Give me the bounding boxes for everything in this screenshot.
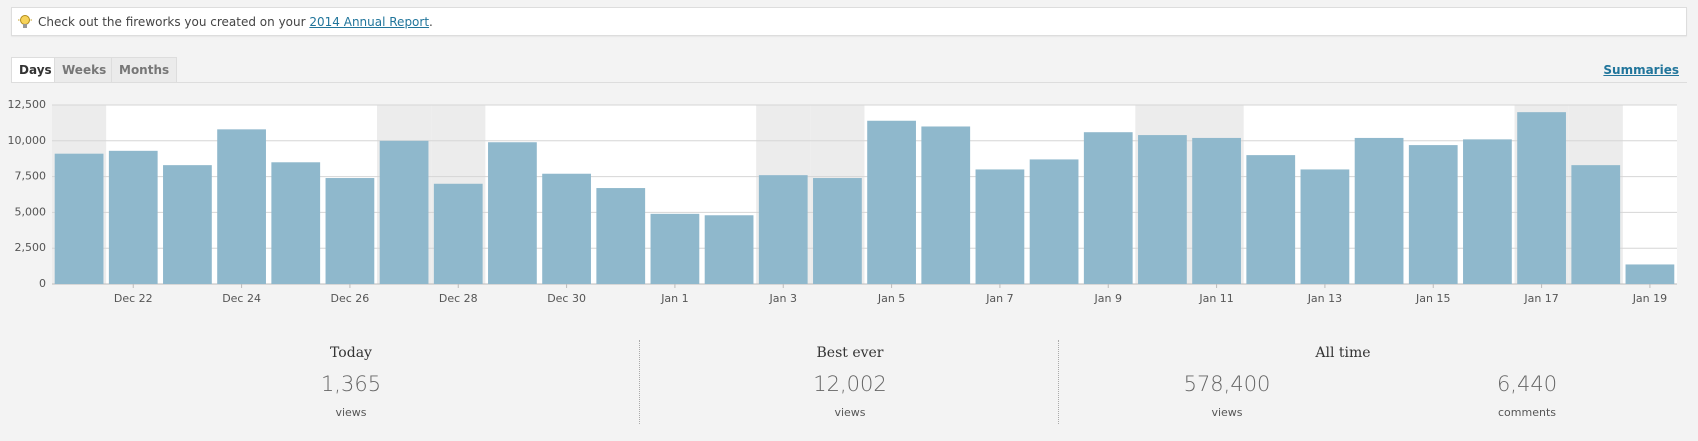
bar (1029, 159, 1079, 284)
x-tick-label: Jan 5 (877, 292, 905, 305)
notice-end: . (429, 15, 433, 29)
stat-title: All time (1315, 345, 1371, 361)
bar (921, 126, 971, 284)
bar (433, 183, 483, 284)
bulb-icon (18, 15, 32, 28)
y-tick-label: 10,000 (8, 134, 47, 147)
stat-number: 6,440 (1496, 372, 1558, 396)
stat-title: Today (330, 345, 372, 361)
stat-unit: comments (1498, 406, 1556, 419)
stat-title: Best ever (816, 345, 884, 361)
x-tick-label: Dec 30 (547, 292, 586, 305)
bar (271, 162, 321, 284)
stat-unit: views (1211, 406, 1243, 419)
bar (650, 213, 700, 284)
x-tick-label: Jan 9 (1094, 292, 1122, 305)
bar (1246, 155, 1296, 284)
y-tick-label: 5,000 (15, 205, 47, 218)
bar (596, 188, 646, 284)
tab-weeks[interactable]: Weeks (54, 57, 115, 82)
bar (1300, 169, 1350, 284)
bar (488, 142, 537, 284)
stat-number: 12,002 (813, 372, 887, 396)
y-tick-label: 12,500 (8, 98, 47, 111)
bar (975, 169, 1025, 284)
x-tick-label: Jan 11 (1198, 292, 1233, 305)
y-tick-label: 0 (39, 277, 46, 290)
bar (1571, 165, 1621, 284)
x-tick-label: Dec 22 (114, 292, 153, 305)
bar (1138, 135, 1187, 284)
tab-line (11, 82, 1687, 83)
x-tick-label: Jan 1 (660, 292, 688, 305)
x-tick-label: Jan 3 (769, 292, 797, 305)
y-tick-label: 7,500 (15, 170, 47, 183)
summaries-link[interactable]: Summaries (1603, 63, 1679, 77)
bar (704, 215, 754, 284)
bar (1083, 132, 1133, 284)
stat-unit: views (834, 406, 866, 419)
x-tick-label: Jan 15 (1415, 292, 1450, 305)
bar (108, 150, 158, 284)
bar (163, 165, 212, 284)
bar (1463, 139, 1512, 284)
notice-bar: Check out the fireworks you created on y… (11, 7, 1687, 36)
bar (542, 173, 591, 284)
chart: 0 2,500 5,000 7,500 10,000 12,500 Dec 22 Dec 24… (8, 98, 1677, 305)
notice-text: Check out the fireworks you created on y… (38, 15, 310, 29)
bar (217, 129, 266, 284)
bar (1354, 137, 1404, 284)
stat-number: 1,365 (320, 372, 382, 396)
bar (379, 140, 429, 284)
x-tick-label: Dec 24 (222, 292, 261, 305)
divider (639, 340, 640, 424)
bar (813, 178, 862, 284)
bar (758, 175, 808, 284)
annual-report-link[interactable]: 2014 Annual Report (309, 15, 430, 29)
x-tick-label: Jan 13 (1307, 292, 1342, 305)
x-tick-label: Jan 19 (1632, 292, 1667, 305)
stat-unit: views (335, 406, 367, 419)
y-tick-label: 2,500 (15, 241, 47, 254)
x-tick-label: Jan 17 (1523, 292, 1558, 305)
tab-months[interactable]: Months (111, 57, 178, 82)
x-tick-label: Dec 26 (331, 292, 370, 305)
bar (867, 120, 916, 284)
bar (325, 178, 375, 284)
bar (1408, 145, 1458, 284)
bar (54, 153, 104, 284)
x-tick-label: Dec 28 (439, 292, 478, 305)
tab-days[interactable]: Days (11, 57, 60, 82)
x-tick-label: Jan 7 (985, 292, 1013, 305)
bar (1517, 112, 1566, 284)
divider (1058, 340, 1059, 424)
stat-number: 578,400 (1183, 372, 1271, 396)
bar (1625, 264, 1675, 284)
bar (1192, 137, 1241, 284)
